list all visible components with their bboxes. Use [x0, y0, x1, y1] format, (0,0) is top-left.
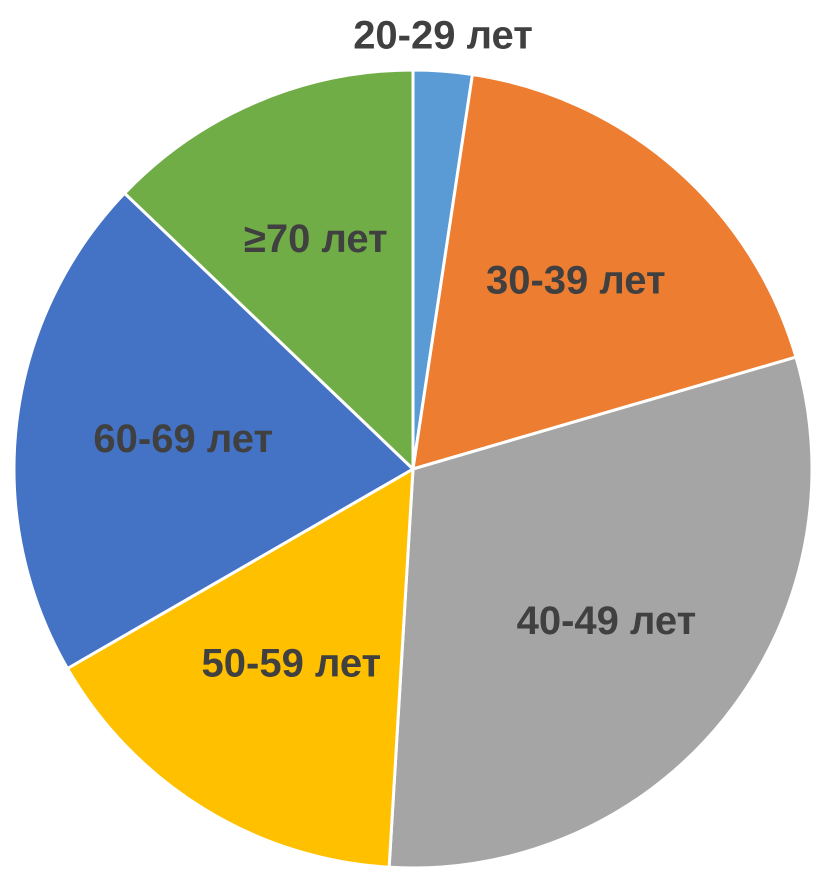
- pie-slice-label-2: 40-49 лет: [517, 599, 697, 643]
- pie-slice-3: [65, 466, 415, 869]
- pie-slice-label-1: 30-39 лет: [486, 258, 666, 302]
- pie-slice-label-4: 60-69 лет: [93, 417, 273, 461]
- pie-slice-1: [411, 72, 798, 472]
- pie-slice-2: [387, 355, 814, 870]
- pie-slice-5: [122, 68, 415, 473]
- pie-slice-4: [12, 191, 416, 671]
- pie-slice-label-3: 50-59 лет: [202, 641, 382, 685]
- pie-labels: 20-29 лет 30-39 лет 40-49 лет 50-59 лет 60-6…: [93, 14, 696, 686]
- pie-slice-label-0: 20-29 лет: [353, 14, 533, 58]
- pie-slices: [12, 68, 814, 870]
- pie-slice-label-5: ≥70 лет: [244, 217, 388, 261]
